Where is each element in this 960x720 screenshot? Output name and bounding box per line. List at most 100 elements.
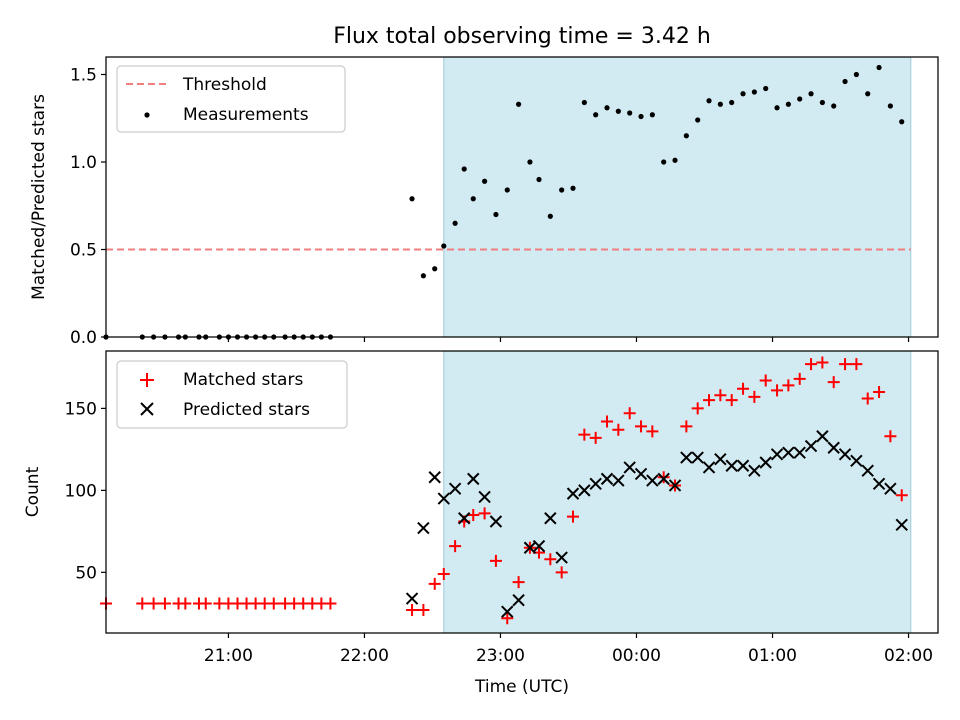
top-legend-box: [116, 65, 346, 133]
matched-star-point: [646, 425, 659, 438]
measurement-point: [441, 243, 447, 249]
predicted-star-point: [405, 592, 419, 605]
matched-star-point: [759, 374, 772, 387]
measurement-point: [740, 91, 746, 97]
predicted-star-point: [770, 448, 784, 461]
y-tick-label: 150: [65, 399, 97, 419]
matched-star-point: [601, 415, 614, 428]
predicted-star-point: [478, 490, 491, 504]
predicted-star-point: [850, 454, 863, 468]
predicted-star-point: [512, 594, 525, 607]
legend-matched-swatch: [140, 373, 154, 387]
x-tick-label: 21:00: [204, 646, 253, 666]
matched-star-point: [884, 430, 897, 443]
predicted-star-point: [417, 521, 430, 535]
measurement-point: [409, 196, 415, 202]
bottom-y-ticks: 50 100 150: [65, 399, 106, 583]
matched-star-point: [850, 358, 863, 371]
matched-star-point: [147, 597, 160, 610]
predicted-star-point: [634, 467, 648, 481]
matched-star-point: [489, 554, 502, 567]
measurement-point: [661, 159, 667, 165]
matched-star-point: [589, 431, 602, 444]
measurement-point: [452, 220, 458, 226]
measurement-point: [831, 103, 837, 109]
matched-star-point: [512, 576, 525, 589]
bottom-axes-frame: [105, 350, 939, 634]
measurement-point: [493, 211, 499, 218]
measurement-point: [470, 196, 476, 202]
matched-star-point: [827, 376, 840, 389]
x-tick-label: 23:00: [476, 646, 525, 666]
predicted-star-point: [725, 459, 738, 472]
legend-threshold-label: Threshold: [182, 75, 267, 95]
predicted-star-point: [612, 474, 625, 487]
predicted-star-point: [623, 461, 636, 474]
measurement-point: [420, 273, 426, 279]
measurement-point: [853, 71, 859, 78]
legend-matched-label: Matched stars: [183, 370, 303, 390]
predicted-star-point: [428, 471, 441, 484]
legend-predicted-swatch: [140, 402, 154, 416]
top-x-ticks: [227, 337, 910, 342]
predicted-star-point: [501, 605, 514, 618]
measurement-point: [751, 89, 757, 95]
measurement-point: [887, 103, 893, 109]
predicted-star-point: [872, 477, 886, 491]
measurement-point: [797, 96, 803, 102]
matched-star-point: [567, 510, 580, 523]
measurement-point: [649, 112, 655, 118]
matched-star-point: [680, 420, 693, 433]
measurement-point: [547, 213, 553, 219]
matched-star-point: [873, 385, 886, 398]
predicted-star-point: [544, 512, 557, 525]
measurement-point: [842, 78, 848, 85]
measurement-point: [536, 176, 542, 183]
measurement-point: [763, 85, 769, 92]
predicted-star-point: [736, 459, 750, 472]
predicted-star-point: [861, 464, 874, 477]
legend-measurements-label: Measurements: [183, 105, 309, 125]
matched-star-point: [691, 402, 704, 415]
predicted-star-point: [646, 474, 659, 487]
predicted-star-point: [578, 484, 591, 497]
top-panel: 0.0 0.5 1.0 1.5 Matched/Predicted stars Thr…: [29, 56, 939, 348]
matched-star-point: [714, 389, 727, 402]
matched-star-point: [199, 597, 212, 610]
predicted-star-point: [714, 453, 727, 466]
chart-title: Flux total observing time = 3.42 h: [333, 24, 711, 49]
measurement-point: [672, 157, 678, 163]
measurement-point: [481, 178, 488, 184]
predicted-star-point: [532, 539, 546, 553]
measurement-point: [876, 64, 882, 71]
measurement-point: [581, 99, 587, 106]
measurement-point: [785, 101, 791, 107]
measurement-point: [527, 159, 533, 165]
matched-star-point: [895, 489, 908, 502]
measurement-point: [432, 266, 438, 272]
matched-star-point: [793, 372, 806, 385]
predicted-star-point: [489, 515, 503, 528]
legend-measurements-swatch: [144, 112, 150, 118]
matched-star-point: [136, 597, 149, 610]
x-tick-label: 01:00: [748, 646, 797, 666]
measurement-point: [615, 108, 621, 114]
x-axis-label: Time (UTC): [474, 677, 569, 697]
matched-star-point: [501, 612, 514, 625]
matched-star-point: [839, 358, 852, 371]
predicted-star-point: [437, 492, 450, 505]
measurement-point: [899, 119, 905, 125]
predicted-star-point: [600, 472, 614, 486]
y-tick-label: 0.0: [70, 328, 97, 348]
predicted-star-point: [759, 456, 772, 469]
predicted-star-point: [467, 472, 480, 486]
measurement-point: [717, 101, 723, 107]
matched-star-point: [324, 597, 337, 610]
matched-star-point: [158, 597, 171, 610]
matched-star-point: [555, 566, 568, 579]
measurement-point: [808, 91, 814, 97]
measurement-point: [604, 105, 610, 111]
measurement-point: [627, 110, 633, 116]
measurement-point: [695, 117, 701, 123]
